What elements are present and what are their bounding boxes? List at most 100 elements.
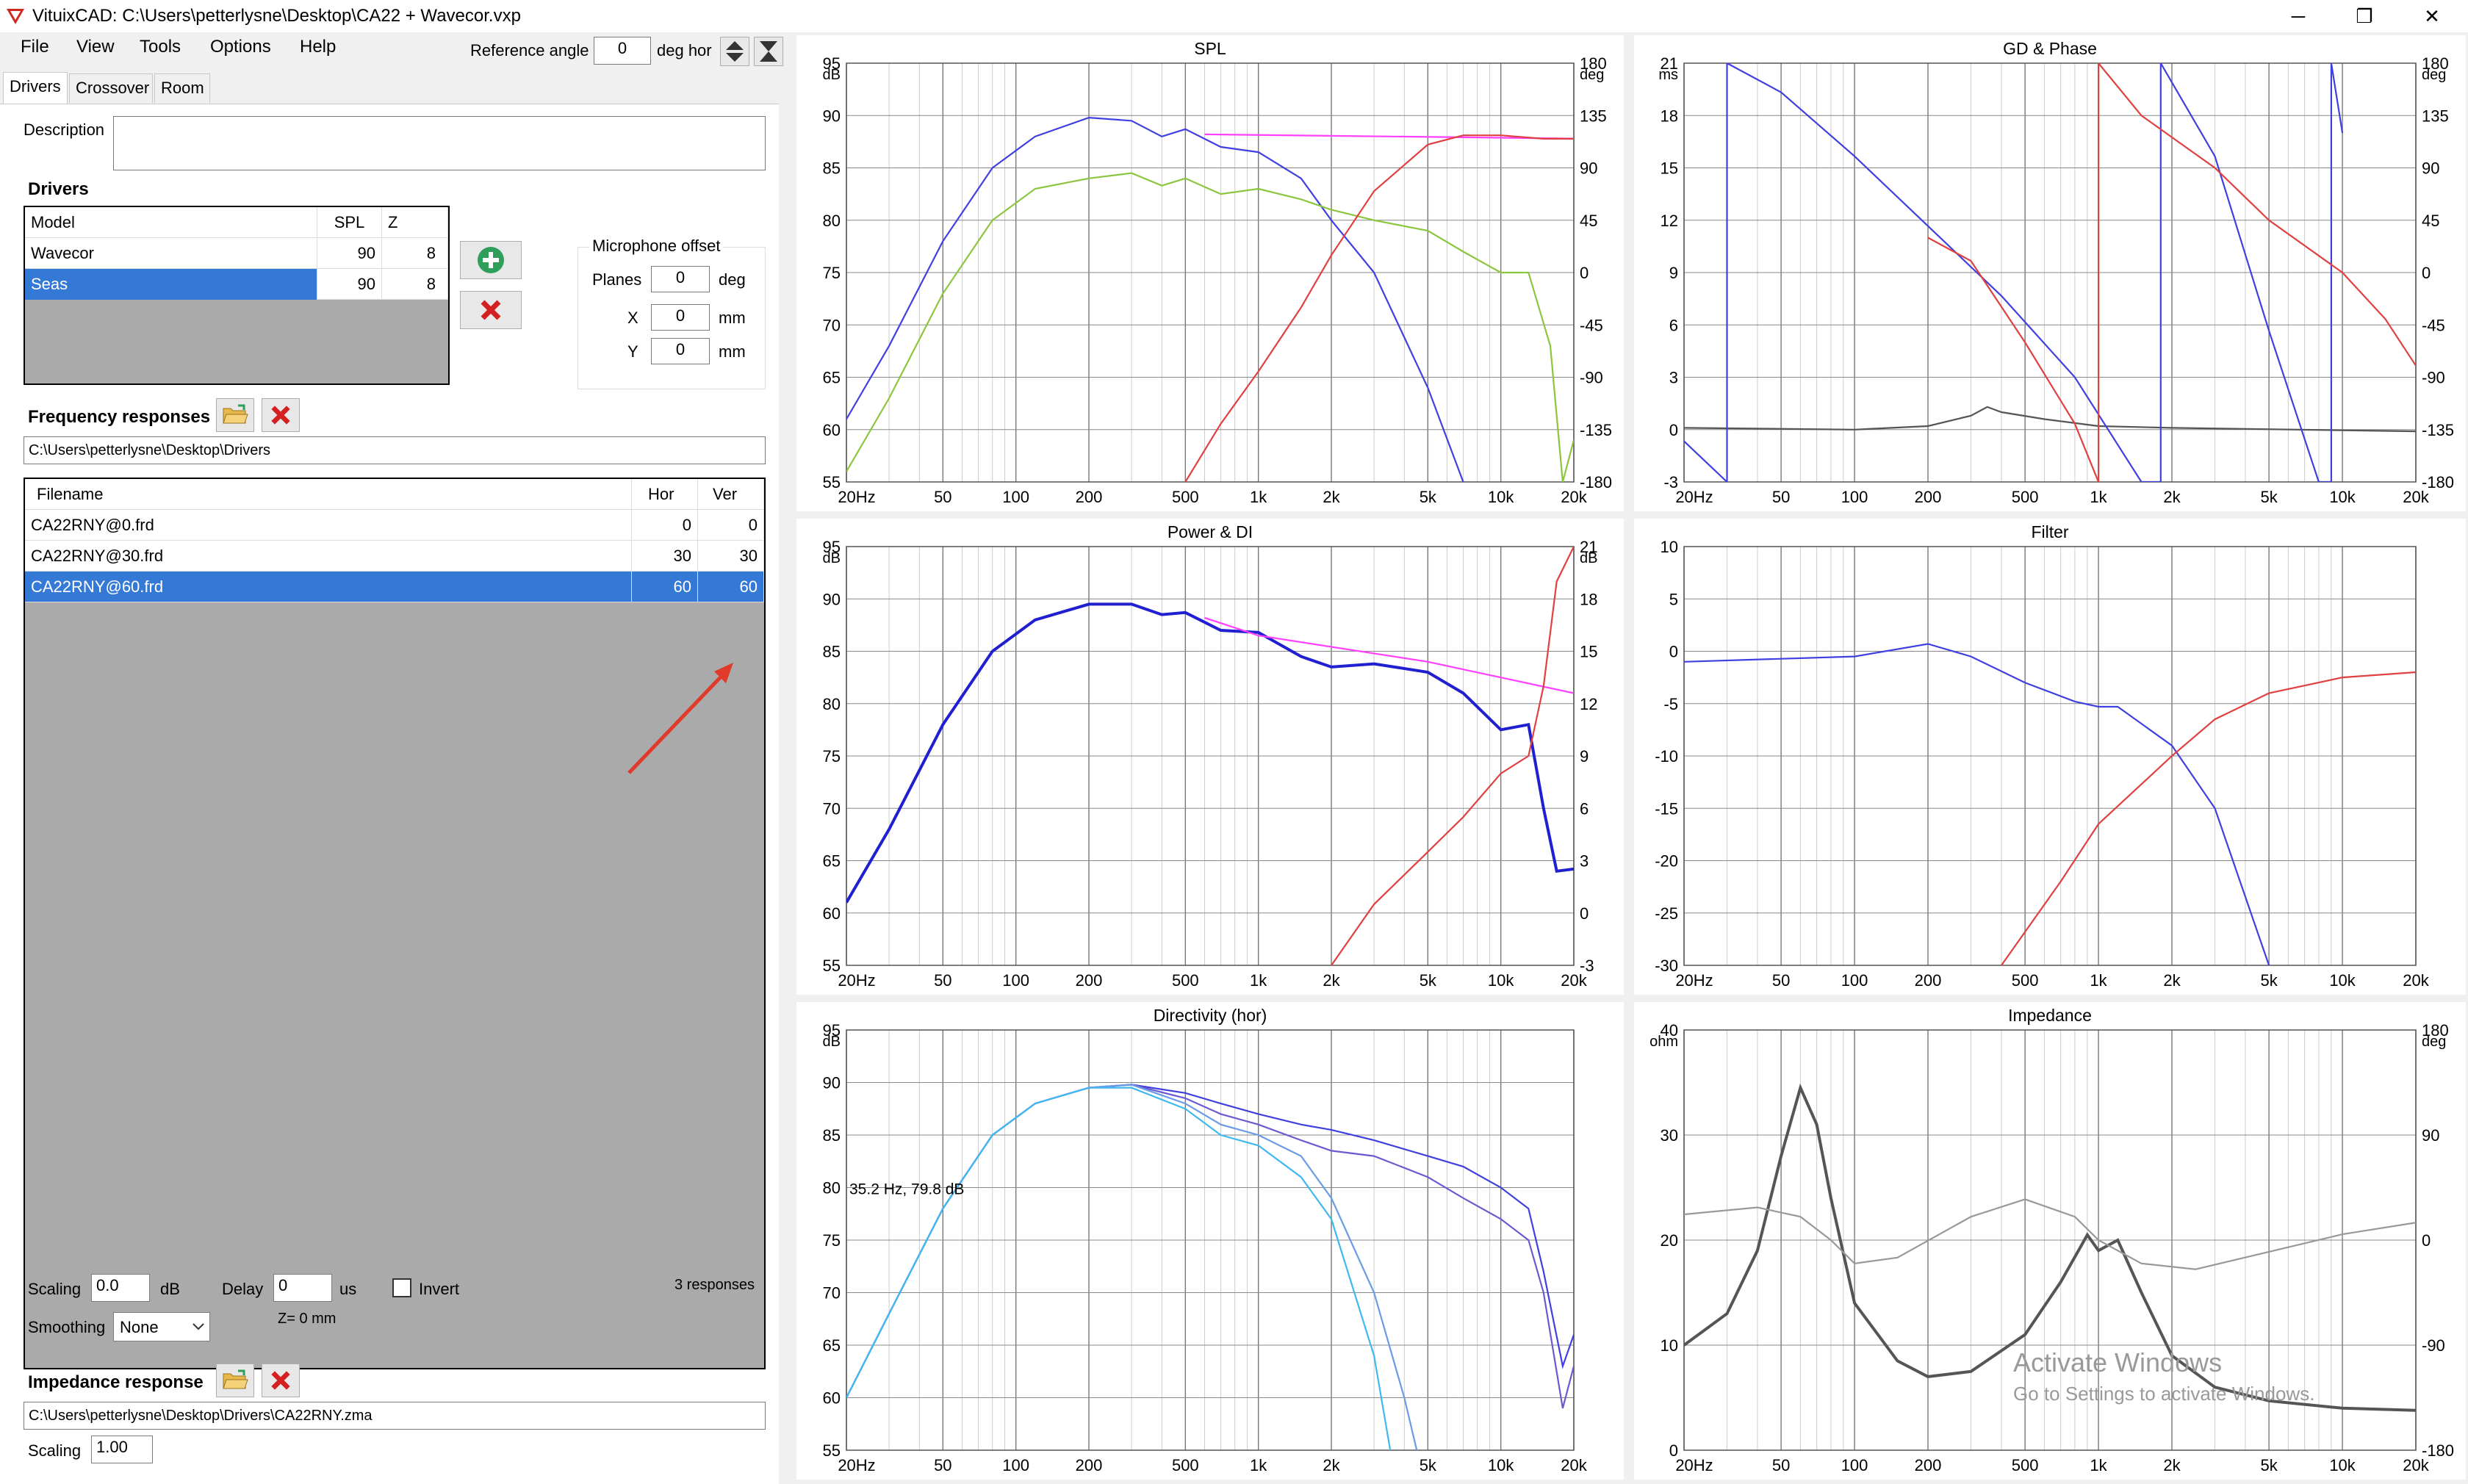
x-tick-label: 50 <box>1772 1456 1790 1474</box>
y-tick-label: 5 <box>1669 590 1678 608</box>
response-hor[interactable]: 60 <box>632 572 698 602</box>
menu-file[interactable]: File <box>21 37 49 57</box>
reference-angle-label: Reference angle <box>470 41 589 60</box>
driver-z[interactable]: 8 <box>382 269 448 300</box>
y-tick-label: 0 <box>1669 1441 1678 1460</box>
description-input[interactable] <box>113 116 766 170</box>
response-ver[interactable]: 30 <box>698 541 764 572</box>
menu-options[interactable]: Options <box>210 37 271 57</box>
driver-z[interactable]: 8 <box>382 238 448 269</box>
impedance-scaling-label: Scaling <box>28 1441 82 1460</box>
table-row[interactable]: Wavecor 90 8 <box>25 238 448 269</box>
angle-reset-button[interactable] <box>754 37 783 66</box>
add-driver-button[interactable] <box>460 241 522 279</box>
y-tick-label: 10 <box>1661 1336 1678 1355</box>
open-frequency-response-button[interactable] <box>216 398 254 432</box>
y2-tick-label: -45 <box>1580 316 1603 334</box>
y-tick-label: -10 <box>1655 747 1678 766</box>
close-button[interactable]: ✕ <box>2424 4 2440 27</box>
reference-angle-input[interactable]: 0 <box>594 37 651 65</box>
column-header-model[interactable]: Model <box>25 207 317 238</box>
menu-tools[interactable]: Tools <box>140 37 181 57</box>
cursor-readout: 35.2 Hz, 79.8 dB <box>849 1181 964 1197</box>
table-row[interactable]: CA22RNY@0.frd 0 0 <box>25 510 764 541</box>
frequency-response-table[interactable]: Filename Hor Ver CA22RNY@0.frd 0 0 CA22R… <box>24 478 766 1369</box>
x-tick-label: 200 <box>1076 971 1103 990</box>
y2-axis-unit: deg <box>2422 1034 2446 1050</box>
x-tick-label: 10k <box>2329 488 2356 506</box>
chart-title: SPL <box>1194 39 1226 58</box>
tab-room[interactable]: Room <box>154 73 210 103</box>
y-tick-label: 20 <box>1661 1231 1678 1250</box>
scaling-label: Scaling <box>28 1280 82 1298</box>
folder-open-icon <box>223 404 248 424</box>
y2-tick-label: 135 <box>2422 107 2449 125</box>
series-line <box>846 172 1574 482</box>
driver-model: Wavecor <box>25 238 317 269</box>
column-header-hor[interactable]: Hor <box>632 479 698 510</box>
menu-view[interactable]: View <box>76 37 115 57</box>
x-tick-label: 100 <box>1002 971 1029 990</box>
x-tick-label: 1k <box>1250 971 1267 990</box>
y-tick-label: 21 <box>1661 54 1678 73</box>
tab-crossover[interactable]: Crossover <box>69 73 153 103</box>
drivers-table[interactable]: Model SPL Z Wavecor 90 8 Seas 90 8 <box>24 206 450 385</box>
red-x-icon <box>271 406 290 425</box>
y2-tick-label: 180 <box>2422 54 2449 73</box>
chart-title: Power & DI <box>1168 522 1253 541</box>
response-filename: CA22RNY@30.frd <box>25 541 632 572</box>
column-header-filename[interactable]: Filename <box>25 479 632 510</box>
driver-spl[interactable]: 90 <box>317 238 382 269</box>
response-hor[interactable]: 30 <box>632 541 698 572</box>
table-row[interactable]: Seas 90 8 <box>25 269 448 300</box>
response-ver[interactable]: 60 <box>698 572 764 602</box>
scaling-input[interactable]: 0.0 <box>91 1274 150 1302</box>
y-tick-label: 95 <box>823 1021 841 1040</box>
impedance-path[interactable]: C:\Users\petterlysne\Desktop\Drivers\CA2… <box>24 1402 766 1430</box>
remove-driver-button[interactable] <box>460 291 522 329</box>
y-offset-unit: mm <box>719 342 746 361</box>
y-tick-label: 55 <box>823 473 841 491</box>
planes-input[interactable]: 0 <box>651 266 710 292</box>
tab-drivers[interactable]: Drivers <box>3 72 68 104</box>
y2-tick-label: -180 <box>2422 473 2454 491</box>
column-header-z[interactable]: Z <box>382 207 448 238</box>
open-impedance-button[interactable] <box>216 1364 254 1397</box>
y-offset-input[interactable]: 0 <box>651 338 710 364</box>
delay-input[interactable]: 0 <box>273 1274 332 1302</box>
driver-spl[interactable]: 90 <box>317 269 382 300</box>
smoothing-select[interactable]: None <box>113 1312 210 1341</box>
y2-tick-label: 90 <box>2422 1126 2439 1145</box>
remove-frequency-response-button[interactable] <box>262 398 300 432</box>
impedance-chart: Impedance403020100ohm180900-90-180deg20H… <box>1649 1006 2454 1474</box>
table-header: Model SPL Z <box>25 207 448 238</box>
description-label: Description <box>24 120 105 139</box>
y-tick-label: 60 <box>823 1389 841 1408</box>
y-tick-label: 95 <box>823 538 841 556</box>
table-row[interactable]: CA22RNY@30.frd 30 30 <box>25 541 764 572</box>
x-tick-label: 50 <box>1772 488 1790 506</box>
impedance-scaling-input[interactable]: 1.00 <box>91 1436 153 1463</box>
y-tick-label: -5 <box>1663 695 1678 713</box>
angle-up-down-button[interactable] <box>720 37 749 66</box>
minimize-button[interactable]: ─ <box>2291 4 2306 27</box>
column-header-spl[interactable]: SPL <box>317 207 382 238</box>
menu-help[interactable]: Help <box>300 37 337 57</box>
y-tick-label: 18 <box>1661 107 1678 125</box>
frequency-response-path[interactable]: C:\Users\petterlysne\Desktop\Drivers <box>24 436 766 464</box>
maximize-button[interactable]: ❐ <box>2356 4 2373 27</box>
x-tick-label: 5k <box>1420 1456 1437 1474</box>
x-tick-label: 200 <box>1915 971 1942 990</box>
table-row[interactable]: CA22RNY@60.frd 60 60 <box>25 572 764 602</box>
x-tick-label: 5k <box>2260 488 2278 506</box>
column-header-ver[interactable]: Ver <box>698 479 764 510</box>
x-tick-label: 5k <box>1420 971 1437 990</box>
response-hor[interactable]: 0 <box>632 510 698 541</box>
y2-tick-label: 180 <box>1580 54 1607 73</box>
remove-impedance-button[interactable] <box>262 1364 300 1397</box>
invert-checkbox[interactable] <box>392 1278 411 1297</box>
x-tick-label: 20Hz <box>1675 488 1713 506</box>
response-ver[interactable]: 0 <box>698 510 764 541</box>
x-tick-label: 10k <box>1488 971 1514 990</box>
x-offset-input[interactable]: 0 <box>651 304 710 331</box>
